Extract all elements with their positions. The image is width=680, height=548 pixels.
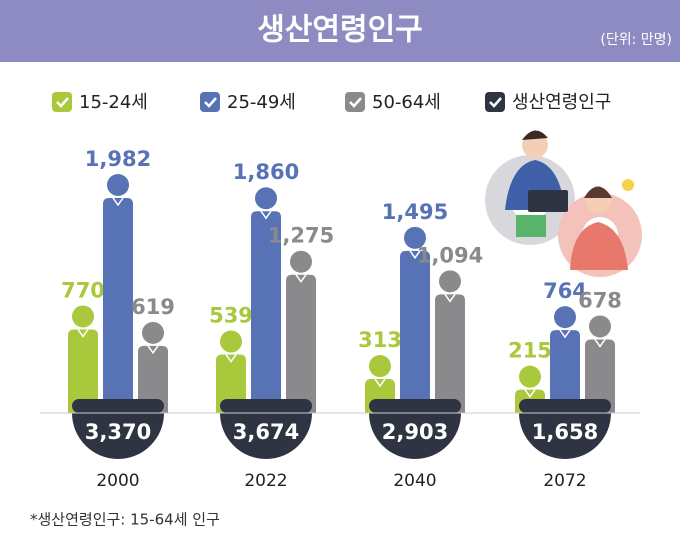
chart-title: 생산연령인구 (257, 13, 423, 48)
unit-label: (단위: 만명) (600, 32, 672, 48)
bar-collar (409, 250, 421, 260)
value-label: 539 (209, 304, 253, 328)
person-bar (138, 321, 168, 413)
person-bar (400, 226, 430, 413)
total-label: 3,674 (233, 420, 299, 444)
total-badge (369, 413, 461, 459)
bar-collar (559, 329, 571, 339)
person-hair (584, 186, 612, 198)
bar-head (142, 321, 164, 344)
bar-head (519, 365, 541, 388)
bar-head (589, 315, 611, 338)
bar-body (103, 198, 133, 413)
bar-head (439, 270, 461, 293)
bar-collar (147, 345, 159, 355)
total-label: 3,370 (85, 420, 151, 444)
value-label: 1,982 (85, 147, 151, 171)
bar-body (585, 339, 615, 413)
bar-head (220, 330, 242, 353)
legend-swatch (52, 92, 72, 112)
total-badge-top (220, 399, 312, 413)
x-tick-label: 2022 (244, 471, 287, 491)
person-bar (103, 174, 133, 413)
bar-body (251, 211, 281, 413)
bar-head (107, 174, 129, 196)
bar-collar (77, 329, 89, 338)
total-badge (519, 413, 611, 459)
legend-check (56, 97, 69, 108)
legend-check (489, 97, 502, 108)
bar-body (216, 354, 246, 413)
legend-label: 25-49세 (227, 92, 296, 113)
person-bar (216, 330, 246, 413)
legend-swatch (200, 92, 220, 112)
legend-swatch (345, 92, 365, 112)
total-label: 2,903 (382, 420, 448, 444)
value-label: 1,094 (417, 243, 483, 267)
footnote: *생산연령인구: 15-64세 인구 (30, 511, 220, 529)
bar-collar (225, 354, 237, 363)
person-bar (286, 250, 316, 413)
bar-head (369, 355, 391, 378)
bar-collar (112, 197, 124, 207)
value-label: 770 (61, 278, 105, 302)
bar-head (72, 305, 94, 328)
total-badge-top (369, 399, 461, 413)
person-hair (522, 130, 548, 140)
x-tick-label: 2040 (393, 471, 436, 491)
legend-swatch (485, 92, 505, 112)
person-bar (68, 305, 98, 413)
value-label: 764 (543, 279, 587, 303)
value-label: 313 (358, 328, 402, 352)
value-label: 619 (131, 295, 175, 319)
bar-collar (374, 378, 386, 388)
bar-body (138, 345, 168, 413)
bar-body (400, 250, 430, 413)
person-bar (550, 306, 580, 413)
value-label: 215 (508, 339, 552, 363)
laptop (528, 190, 568, 212)
bar-collar (260, 210, 272, 220)
bar-body (435, 294, 465, 413)
legend-label: 50-64세 (372, 92, 441, 113)
total-badge-top (519, 399, 611, 413)
x-tick-label: 2000 (96, 471, 139, 491)
bar-head (554, 306, 576, 329)
header-band (0, 0, 680, 62)
legend-check (349, 97, 362, 108)
total-badge-top (72, 399, 164, 413)
bar-collar (295, 274, 307, 283)
value-label: 678 (578, 288, 622, 312)
bar-body (68, 329, 98, 413)
legend-check (204, 97, 217, 108)
person-body (570, 222, 628, 270)
bar-body (550, 330, 580, 413)
person-bar (435, 270, 465, 413)
bar-head (290, 250, 312, 273)
legend-label: 생산연령인구 (512, 92, 611, 113)
bar-head (255, 187, 277, 210)
illustration (485, 130, 642, 277)
bar-head (404, 226, 426, 249)
person-bar (585, 315, 615, 413)
total-badge (72, 413, 164, 459)
x-tick-label: 2072 (543, 471, 586, 491)
bar-collar (524, 389, 536, 398)
value-label: 1,860 (233, 160, 299, 184)
total-badge (220, 413, 312, 459)
bar-collar (444, 293, 456, 303)
legend-label: 15-24세 (79, 92, 148, 113)
bar-body (286, 274, 316, 413)
person-bar (251, 187, 281, 413)
value-label: 1,275 (268, 224, 334, 248)
desk (516, 215, 546, 237)
bulb (622, 179, 634, 191)
value-label: 1,495 (382, 200, 448, 224)
bar-collar (594, 339, 606, 348)
total-label: 1,658 (532, 420, 598, 444)
